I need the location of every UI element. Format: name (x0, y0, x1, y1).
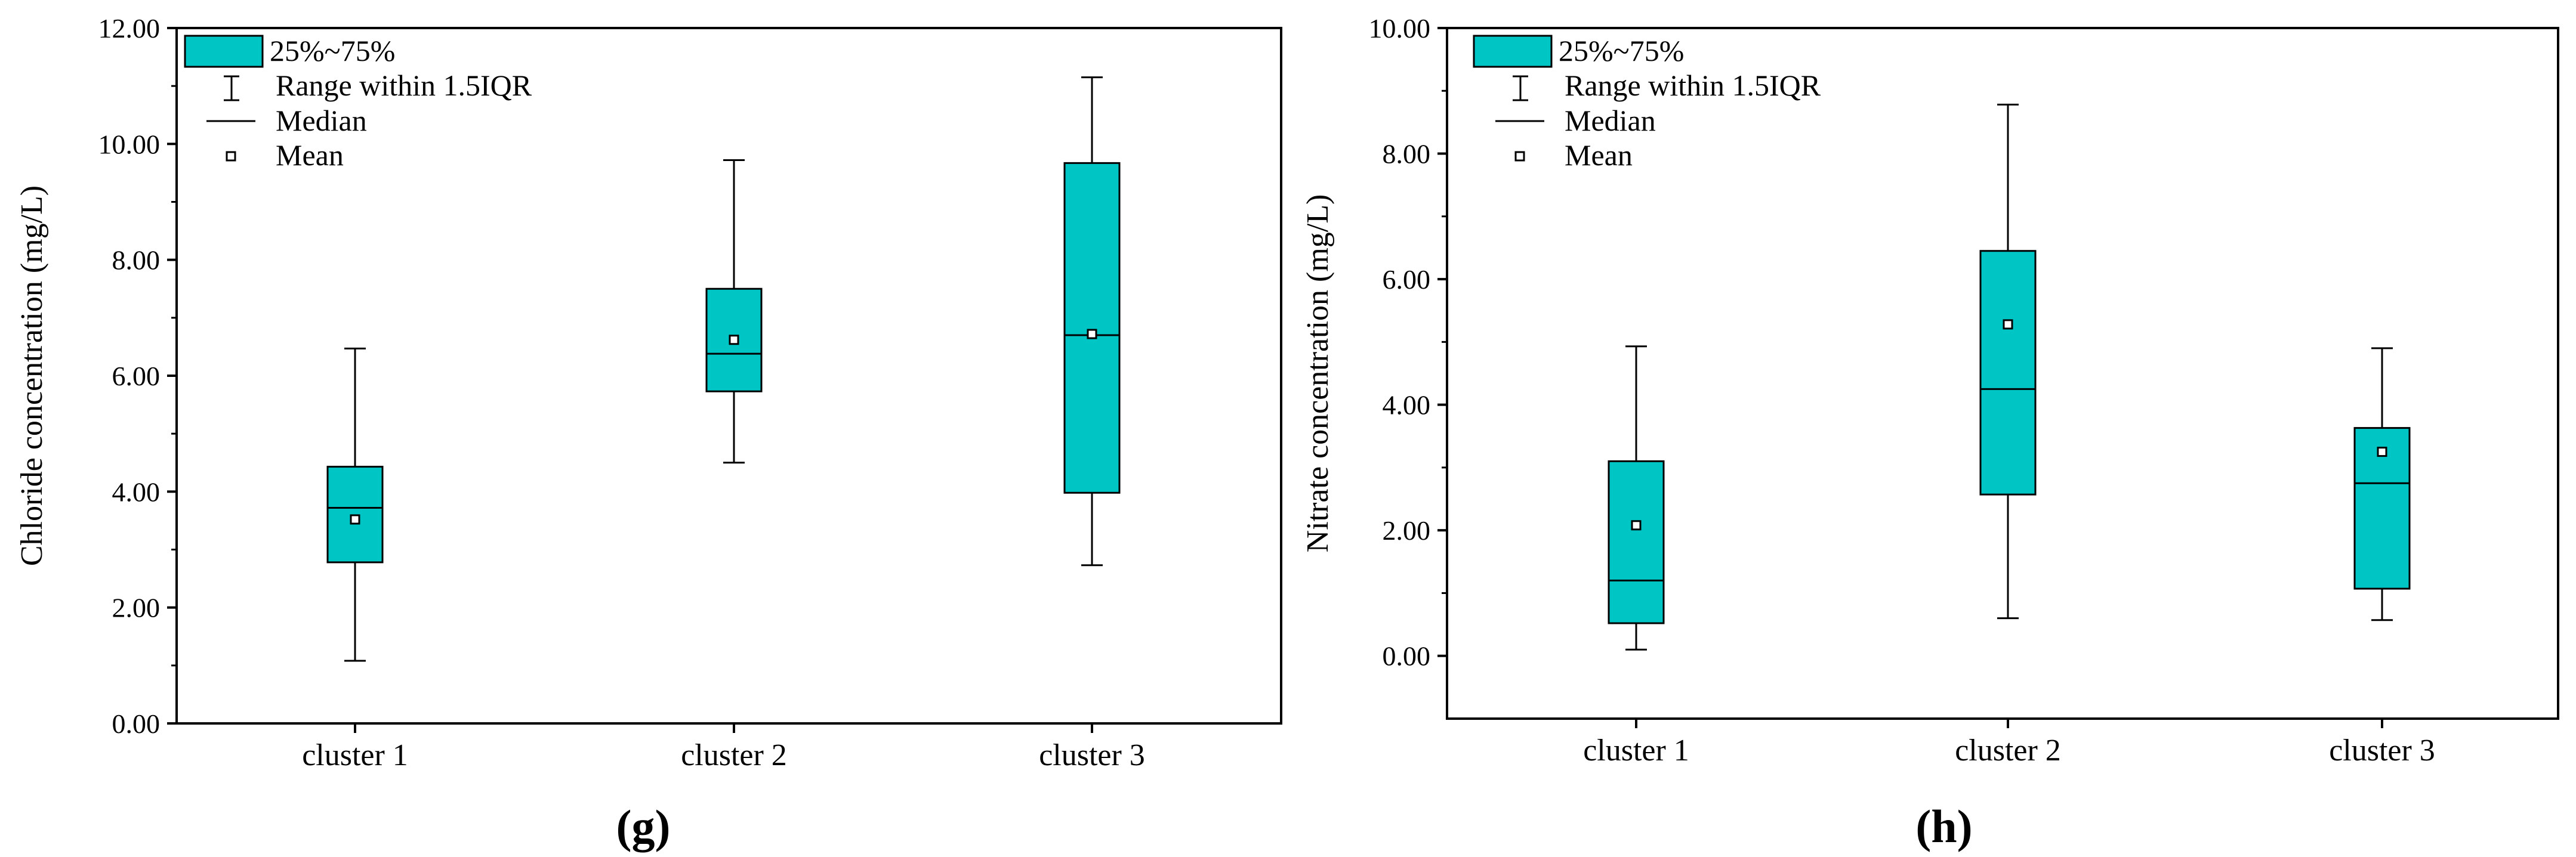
box-cluster-1: cluster 1 (302, 347, 408, 772)
y-tick-label: 2.00 (112, 593, 161, 623)
box-cluster-3: cluster 3 (2329, 347, 2435, 768)
y-tick-label: 6.00 (112, 361, 161, 391)
box-cluster-2: cluster 2 (681, 159, 787, 772)
plot-frame (1446, 27, 2559, 720)
legend-median-label: Median (1565, 104, 1656, 137)
mean-marker (729, 335, 739, 345)
x-tick-label: cluster 2 (1955, 734, 2061, 768)
legend-box-label: 25%~75% (270, 34, 395, 67)
iqr-box (1063, 162, 1121, 494)
y-tick-label: 6.00 (1383, 264, 1431, 295)
mean-marker (350, 514, 360, 525)
panel-label: (h) (1915, 800, 1972, 852)
box-cluster-3: cluster 3 (1039, 76, 1145, 772)
legend-median-label: Median (276, 104, 367, 137)
x-tick-label: cluster 3 (2329, 734, 2435, 768)
legend-mean-glyph (1514, 151, 1525, 162)
mean-marker (1631, 520, 1642, 531)
legend-range-label: Range within 1.5IQR (1565, 69, 1821, 102)
legend-range-label: Range within 1.5IQR (276, 69, 532, 102)
x-tick-label: cluster 1 (1583, 734, 1689, 768)
legend-mean-label: Mean (1565, 138, 1633, 172)
legend-box-label: 25%~75% (1559, 34, 1684, 67)
mean-marker (1087, 329, 1097, 339)
legend-mean-glyph (226, 151, 236, 162)
mean-marker (2003, 319, 2013, 330)
x-tick-label: cluster 3 (1039, 738, 1145, 772)
panel-label: (g) (616, 800, 671, 852)
y-tick-label: 10.00 (1369, 13, 1431, 44)
mean-marker (2377, 447, 2387, 457)
y-tick-label: 12.00 (98, 13, 161, 44)
legend-box-swatch (184, 35, 264, 68)
legend-box-swatch (1473, 35, 1553, 68)
y-tick-label: 8.00 (112, 245, 161, 276)
y-tick-label: 10.00 (98, 129, 161, 159)
y-tick-label: 4.00 (112, 477, 161, 507)
x-tick-label: cluster 1 (302, 738, 408, 772)
y-axis-title: Nitrate concentration (mg/L) (1301, 194, 1335, 553)
y-tick-label: 2.00 (1383, 515, 1431, 546)
iqr-box (1979, 250, 2037, 496)
y-tick-label: 0.00 (112, 709, 161, 739)
y-axis-title: Chloride concentration (mg/L) (15, 185, 49, 566)
legend-mean-label: Mean (276, 138, 344, 172)
box-cluster-2: cluster 2 (1955, 103, 2061, 768)
box-cluster-1: cluster 1 (1583, 345, 1689, 768)
iqr-box (1608, 460, 1665, 624)
x-tick-label: cluster 2 (681, 738, 787, 772)
y-tick-label: 0.00 (1383, 641, 1431, 672)
y-tick-label: 4.00 (1383, 390, 1431, 420)
chart-panel-h: 0.00 2.00 4.00 6.00 8.00 10.00 Nitrate concent… (1301, 13, 2559, 852)
y-tick-label: 8.00 (1383, 139, 1431, 169)
chart-panel-g: 0.00 2.00 4.00 6.00 8.00 10.00 12.00 Chloride c… (15, 13, 1282, 852)
